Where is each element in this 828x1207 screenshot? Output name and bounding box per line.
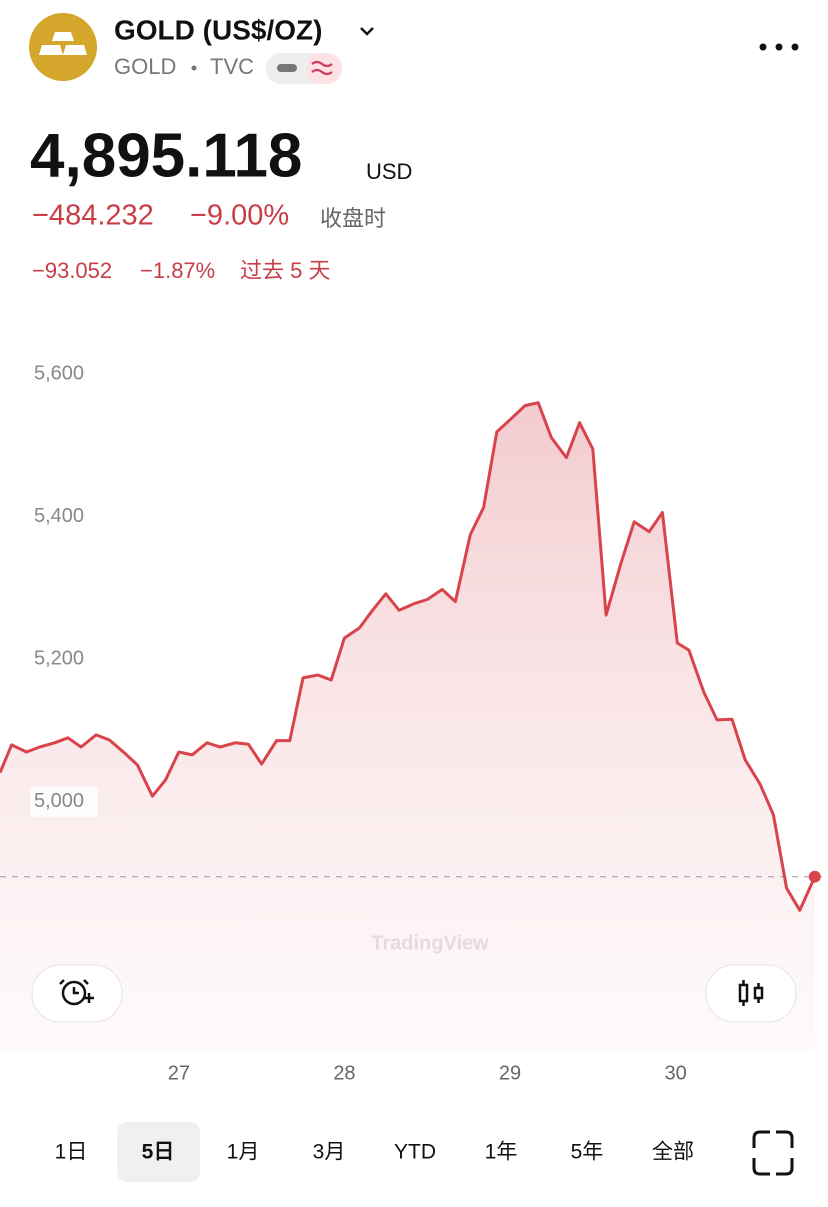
x-tick-label: 30 [665,1062,687,1084]
range-option[interactable]: 全部 [652,1141,694,1164]
status-icon [311,60,333,76]
price-line [0,401,817,912]
status-pill-part [306,53,342,84]
y-tick-bg [30,644,98,675]
exchange: TVC [210,54,254,79]
separator [191,65,197,71]
x-tick-label: 29 [499,1062,521,1084]
y-tick-label: 5,600 [34,362,84,384]
y-tick-bg [30,786,98,817]
logo-bars [39,32,87,55]
currency: USD [366,159,412,184]
range-option[interactable]: 3月 [313,1141,346,1164]
y-tick-label: 5,400 [34,505,84,527]
fullscreen-button[interactable] [752,1130,794,1176]
x-tick-label: 28 [333,1062,355,1084]
range-option[interactable]: 1日 [55,1141,88,1164]
change-5d: −93.052 [32,258,112,283]
y-tick-bg [30,359,98,390]
y-tick-label: 5,000 [34,790,84,812]
change: −484.232 [32,200,154,232]
change-5d-note: 过去 5 天 [240,258,330,283]
y-tick-bg [30,501,98,532]
dropdown-icon[interactable] [360,27,374,36]
logo [29,13,97,81]
range-bar: 1日 5日 1月 3月 YTD 1年 5年 全部 [55,1141,694,1164]
candle-icon[interactable] [738,980,764,1006]
change-note: 收盘时 [320,206,386,231]
alert-icon[interactable] [59,979,94,1006]
range-selected-bg [117,1122,200,1182]
y-tick-label: 5,200 [34,648,84,670]
status-icon [277,64,297,72]
last-price-dot [808,870,821,883]
range-option[interactable]: 1年 [485,1141,518,1164]
x-tick-label: 27 [168,1062,190,1084]
change-percent: −9.00% [190,200,289,232]
change-5d-percent: −1.87% [140,258,215,283]
range-option[interactable]: 1月 [227,1141,260,1164]
range-option[interactable]: 5年 [571,1141,604,1164]
symbol: GOLD [114,54,176,79]
more-menu[interactable] [759,43,799,51]
price: 4,895.118 [30,121,302,190]
title[interactable]: GOLD (US$/OZ) [114,14,322,45]
range-option[interactable]: YTD [394,1141,436,1164]
area [0,402,815,1050]
range-option[interactable]: 5日 [142,1141,175,1164]
chart-type-button[interactable] [705,964,797,1023]
